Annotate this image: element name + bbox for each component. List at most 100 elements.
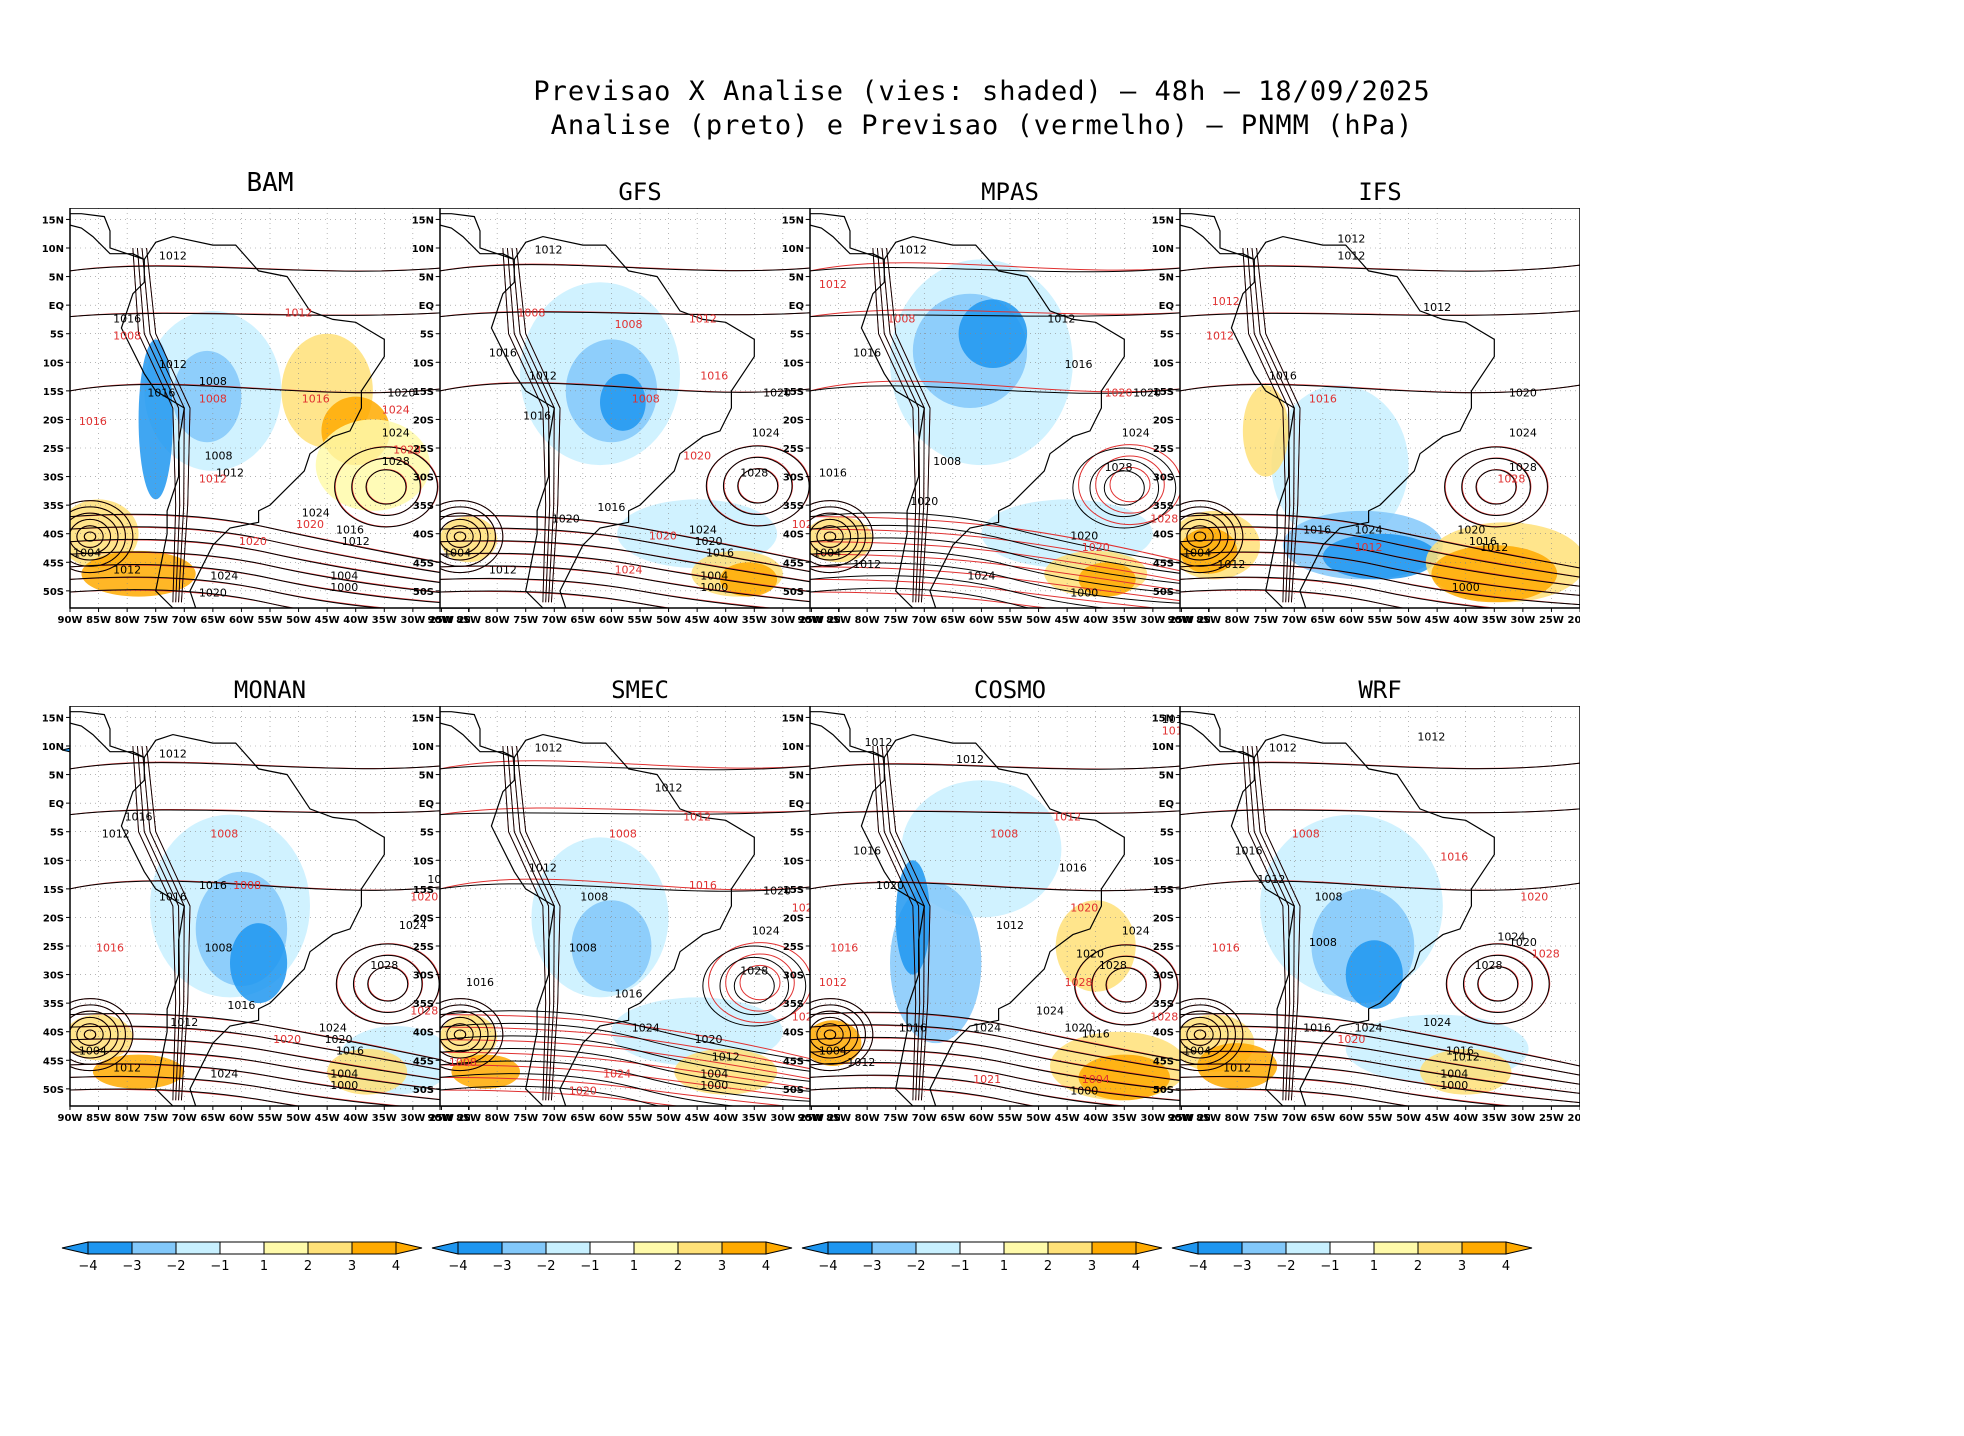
lat-tick-label: 50S	[1153, 587, 1174, 598]
lon-tick-label: 25W	[429, 615, 454, 626]
isobar-high-ring	[1444, 446, 1548, 528]
contour-label-analysis: 1024	[1423, 1016, 1451, 1029]
lon-tick-label: 85W	[1196, 615, 1221, 626]
lon-tick-label: 50W	[1026, 615, 1051, 626]
lat-tick-label: 50S	[413, 587, 434, 598]
contour-label-analysis: 1008	[569, 942, 597, 955]
contour-label-analysis: 1024	[689, 524, 717, 537]
isobar-low-ring	[1180, 998, 1244, 1072]
lon-tick-label: 35W	[1112, 1113, 1137, 1124]
contour-label-analysis: 1008	[205, 942, 233, 955]
contour-label-analysis: 1000	[330, 581, 358, 594]
contour-label-analysis: 1024	[1509, 427, 1537, 440]
colorbar-label: 2	[1044, 1259, 1052, 1274]
lon-tick-label: 80W	[115, 615, 140, 626]
contour-label-analysis: 1012	[1337, 249, 1365, 262]
isobar-line	[70, 1063, 470, 1104]
contour-label-analysis: 1020	[1509, 936, 1537, 949]
map-plot: 1012101210161012100810201024102810081016…	[1152, 706, 1580, 1124]
contour-label-analysis: 1012	[1337, 232, 1365, 245]
isobar-high-ring	[733, 968, 775, 1004]
contour-label-forecast: 1016	[689, 879, 717, 892]
colorbar-bin	[677, 1241, 723, 1255]
isobar-high-ring	[365, 469, 407, 505]
isobar-line	[440, 1022, 840, 1076]
contour-label-analysis: 1020	[763, 885, 791, 898]
colorbar-bin	[501, 1241, 547, 1255]
isobar-line	[810, 1036, 1210, 1085]
isobar-line	[70, 564, 470, 606]
colorbar-label: −3	[862, 1259, 881, 1274]
contour-label-analysis: 1028	[382, 455, 410, 468]
isobar-low-ring	[1193, 531, 1207, 542]
isobar-line	[440, 882, 840, 892]
coastline	[120, 235, 385, 608]
lon-tick-label: 40W	[1083, 615, 1108, 626]
lat-tick-label: 20S	[43, 913, 64, 924]
contour-label-forecast: 1012	[1212, 295, 1240, 308]
contour-label-analysis: 1020	[552, 512, 580, 525]
lat-tick-label: 25S	[43, 942, 64, 953]
isobar-line	[810, 1062, 1210, 1104]
contour-label-analysis: 1012	[102, 827, 130, 840]
lon-tick-label: 30W	[1140, 615, 1165, 626]
colorbar-label: 2	[304, 1259, 312, 1274]
contour-label-analysis: 1016	[227, 999, 255, 1012]
isobar-line	[440, 878, 840, 891]
isobar-low-ring	[1186, 525, 1214, 548]
contour-label-analysis: 1024	[210, 569, 238, 582]
lat-tick-label: 15S	[413, 885, 434, 896]
isobar-low-ring	[453, 1029, 467, 1040]
isobar-low-ring	[810, 518, 852, 555]
colorbar-arrow-left	[61, 1241, 89, 1255]
isobar-line	[70, 762, 470, 770]
contour-label-analysis: 1024	[1355, 1022, 1383, 1035]
colorbar-label: −3	[492, 1259, 511, 1274]
lat-tick-label: 10S	[783, 856, 804, 867]
lat-tick-label: 45S	[783, 1056, 804, 1067]
lon-tick-label: 65W	[940, 615, 965, 626]
isobar-line	[1180, 1075, 1512, 1106]
isobar-andes	[1246, 247, 1291, 603]
contour-label-analysis: 1016	[1303, 1022, 1331, 1035]
lat-tick-label: 10S	[43, 856, 64, 867]
colorbar-bin	[1285, 1241, 1331, 1255]
isobar-line	[810, 524, 1210, 578]
contour-label-analysis: 1024	[967, 569, 995, 582]
isobar-line	[70, 589, 295, 608]
colorbar-arrow-left	[431, 1241, 459, 1255]
contour-label-forecast: 1020	[1520, 890, 1548, 903]
panel-ifs: IFS 1012 1012 1012 1016 1020 1024 1028 1016 1024 1…	[1140, 178, 1580, 818]
isobar-line	[810, 1087, 1035, 1106]
contour-label-analysis: 1020	[763, 387, 791, 400]
coastline	[1180, 711, 1255, 758]
contour-label-forecast: 1028	[1065, 976, 1093, 989]
isobar-line	[440, 264, 840, 272]
isobar-line	[810, 384, 1210, 394]
contour-label-analysis: 1024	[210, 1067, 238, 1080]
colorbar-label: −4	[78, 1259, 97, 1274]
lon-tick-label: 75W	[143, 615, 168, 626]
contour-label-analysis: 1016	[1059, 862, 1087, 875]
map-plot: 1012101610121016100810201024102810081012…	[42, 208, 470, 626]
lat-tick-label: 10S	[1153, 856, 1174, 867]
isobar-line	[1180, 310, 1580, 318]
lon-tick-label: 75W	[143, 1113, 168, 1124]
colorbar-label: 1	[630, 1259, 638, 1274]
contour-label-analysis: 1004	[700, 569, 728, 582]
contour-label-analysis: 1012	[113, 1062, 141, 1075]
lon-tick-label: 70W	[542, 615, 567, 626]
colorbar-label: 4	[1502, 1259, 1510, 1274]
contour-label-forecast: 1020	[1337, 1033, 1365, 1046]
contour-label-analysis: 1000	[1452, 581, 1480, 594]
contour-label-analysis: 1012	[342, 535, 370, 548]
lon-tick-label: 70W	[912, 1113, 937, 1124]
lat-tick-label: 40S	[413, 1028, 434, 1039]
lat-tick-label: EQ	[789, 301, 804, 312]
colorbar-label: −4	[448, 1259, 467, 1274]
contour-label-analysis: 1020	[695, 1033, 723, 1046]
isobar-line	[440, 760, 840, 770]
lat-tick-label: 20S	[43, 415, 64, 426]
lon-tick-label: 55W	[998, 615, 1023, 626]
lat-tick-label: 10S	[1153, 358, 1174, 369]
